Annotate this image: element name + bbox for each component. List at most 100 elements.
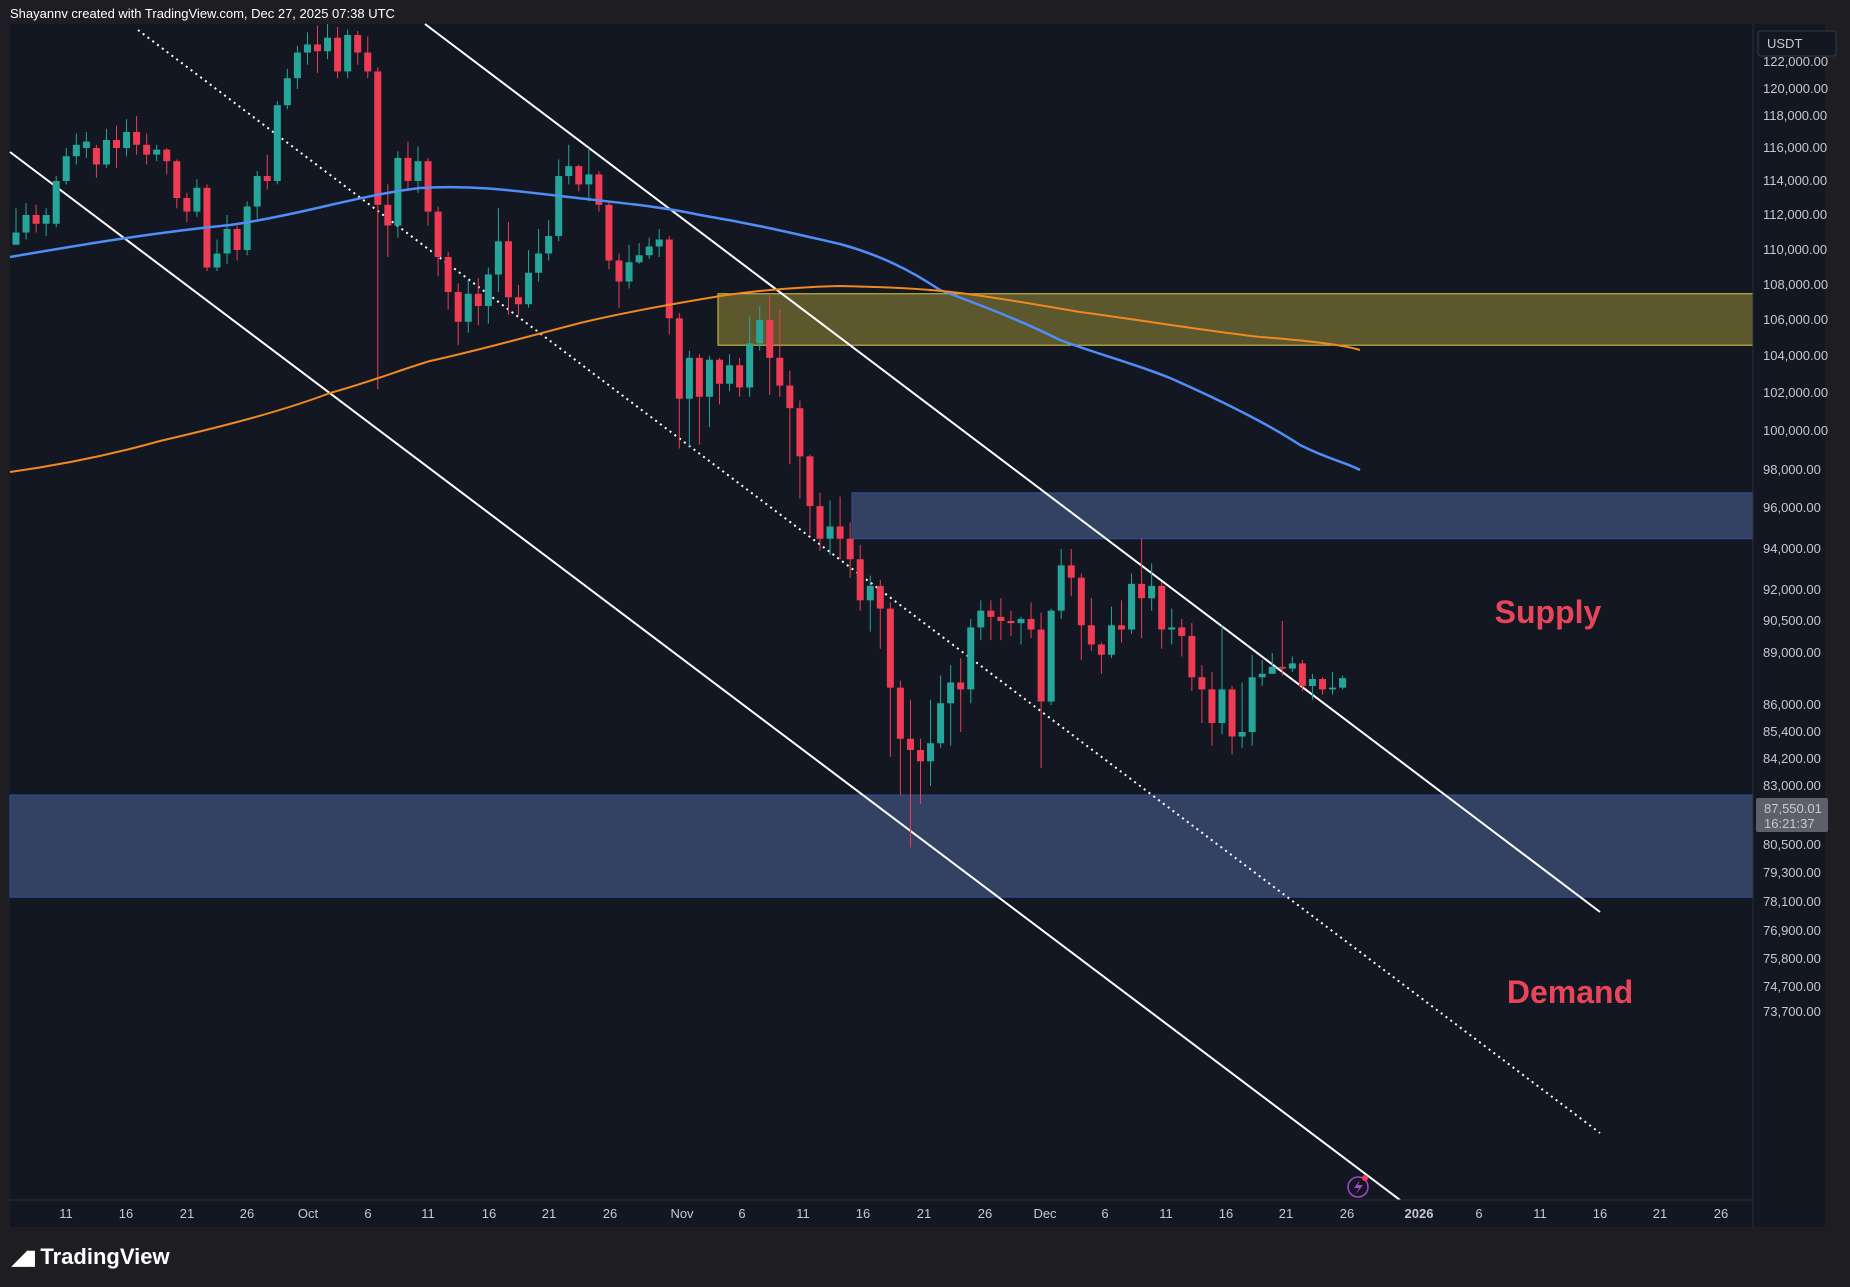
candle-body	[163, 149, 171, 162]
time-tick-label: 16	[119, 1206, 133, 1221]
candle-body	[1278, 666, 1286, 669]
price-tick-label: 76,900.00	[1763, 923, 1821, 938]
time-tick-label: 26	[240, 1206, 254, 1221]
trendlines-layer	[9, 23, 1601, 1201]
candle-body	[404, 157, 412, 181]
candle-body	[1148, 585, 1156, 599]
price-axis-background	[1753, 24, 1825, 1227]
candle-body	[1057, 565, 1065, 611]
candle-body	[1288, 663, 1296, 669]
candle-body	[223, 229, 231, 254]
candle-body	[605, 204, 613, 261]
candle-body	[1007, 621, 1015, 624]
candle-body	[22, 215, 30, 233]
candle-body	[1037, 629, 1045, 702]
candle-body	[886, 608, 894, 688]
candle-body	[736, 365, 744, 388]
price-axis[interactable]: 122,000.00 120,000.00 118,000.00 116,000.00…	[1763, 54, 1828, 1019]
candle-body	[515, 297, 522, 305]
candle-body	[705, 359, 713, 397]
candle-body	[1178, 627, 1186, 636]
zone-labels-layer: Supply Demand	[1495, 594, 1633, 1010]
time-tick-label: 26	[1340, 1206, 1354, 1221]
candle-body	[1198, 677, 1206, 690]
candle-body	[1298, 663, 1306, 686]
candle-body	[444, 257, 452, 292]
candle-body	[183, 198, 191, 212]
brand-name: TradingView	[40, 1244, 170, 1269]
candle-body	[62, 156, 70, 181]
price-tick-label: 110,000.00	[1763, 242, 1827, 257]
price-tick-label: 74,700.00	[1763, 979, 1821, 994]
candle-body	[32, 215, 40, 224]
price-tick-label: 118,000.00	[1763, 108, 1827, 123]
candle-body	[957, 682, 965, 690]
candle-body	[143, 144, 151, 155]
supply-zone	[851, 492, 1754, 540]
candle-body	[504, 241, 512, 298]
candle-body	[1097, 644, 1105, 655]
candle-body	[42, 215, 50, 224]
candle-body	[766, 320, 774, 358]
price-tick-label: 98,000.00	[1763, 462, 1821, 477]
candle-body	[1077, 577, 1085, 626]
candle-body	[1087, 625, 1095, 645]
tradingview-logo[interactable]: ◢▮ TradingView	[12, 1244, 170, 1270]
candle-body	[655, 239, 663, 247]
price-tick-label: 120,000.00	[1763, 81, 1828, 96]
candle-body	[635, 255, 643, 263]
time-tick-label: Dec	[1033, 1206, 1057, 1221]
time-tick-label: 26	[603, 1206, 617, 1221]
time-tick-label: 21	[1653, 1206, 1667, 1221]
time-axis[interactable]: 11 16 21 26 Oct 6 11 16 21 26 Nov 6 11 16 21 26 Dec 6 11 16…	[59, 1206, 1728, 1221]
candle-body	[947, 682, 955, 704]
time-tick-label: 16	[856, 1206, 870, 1221]
price-tick-label: 78,100.00	[1763, 894, 1821, 909]
candle-body	[293, 52, 301, 79]
price-tick-label: 106,000.00	[1763, 312, 1828, 327]
candle-body	[314, 44, 321, 52]
candle-body	[987, 610, 995, 617]
time-tick-label: Oct	[298, 1206, 319, 1221]
candle-body	[726, 365, 734, 384]
candle-body	[464, 293, 472, 322]
time-tick-label: 6	[738, 1206, 745, 1221]
candle-body	[615, 260, 623, 282]
price-tick-label: 102,000.00	[1763, 385, 1828, 400]
candle-body	[625, 262, 633, 282]
price-tick-label: 112,000.00	[1763, 207, 1827, 222]
candle-body	[1138, 583, 1146, 599]
ma-blue-line	[9, 185, 1361, 472]
price-tick-label: 92,000.00	[1763, 582, 1821, 597]
candle-body	[896, 687, 904, 739]
demand-zone	[9, 794, 1754, 898]
price-tick-label: 114,000.00	[1763, 173, 1827, 188]
candle-body	[1228, 689, 1236, 737]
candle-body	[233, 229, 241, 250]
time-tick-label: 21	[917, 1206, 931, 1221]
time-tick-label: 26	[1714, 1206, 1728, 1221]
candle-body	[545, 236, 553, 254]
candle-body	[665, 239, 673, 319]
currency-badge[interactable]	[1757, 30, 1837, 57]
candle-body	[1027, 618, 1035, 630]
candle-body	[575, 166, 583, 185]
time-tick-label: 16	[482, 1206, 496, 1221]
candle-body	[173, 161, 181, 198]
candle-body	[836, 526, 844, 539]
candle-body	[334, 37, 342, 72]
candle-body	[756, 320, 764, 344]
lightning-alert-icon[interactable]	[1347, 1175, 1369, 1198]
price-tick-label: 83,000.00	[1763, 778, 1821, 793]
candle-body	[927, 743, 935, 762]
time-tick-label: 16	[1219, 1206, 1233, 1221]
price-tick-label: 84,200.00	[1763, 751, 1821, 766]
time-tick-label: 21	[542, 1206, 556, 1221]
time-tick-label: 11	[59, 1206, 73, 1221]
candle-body	[102, 140, 110, 165]
candle-body	[1067, 565, 1075, 578]
chart-caption: Shayannv created with TradingView.com, D…	[10, 6, 395, 21]
candle-body	[72, 144, 80, 157]
candle-body	[776, 357, 784, 386]
